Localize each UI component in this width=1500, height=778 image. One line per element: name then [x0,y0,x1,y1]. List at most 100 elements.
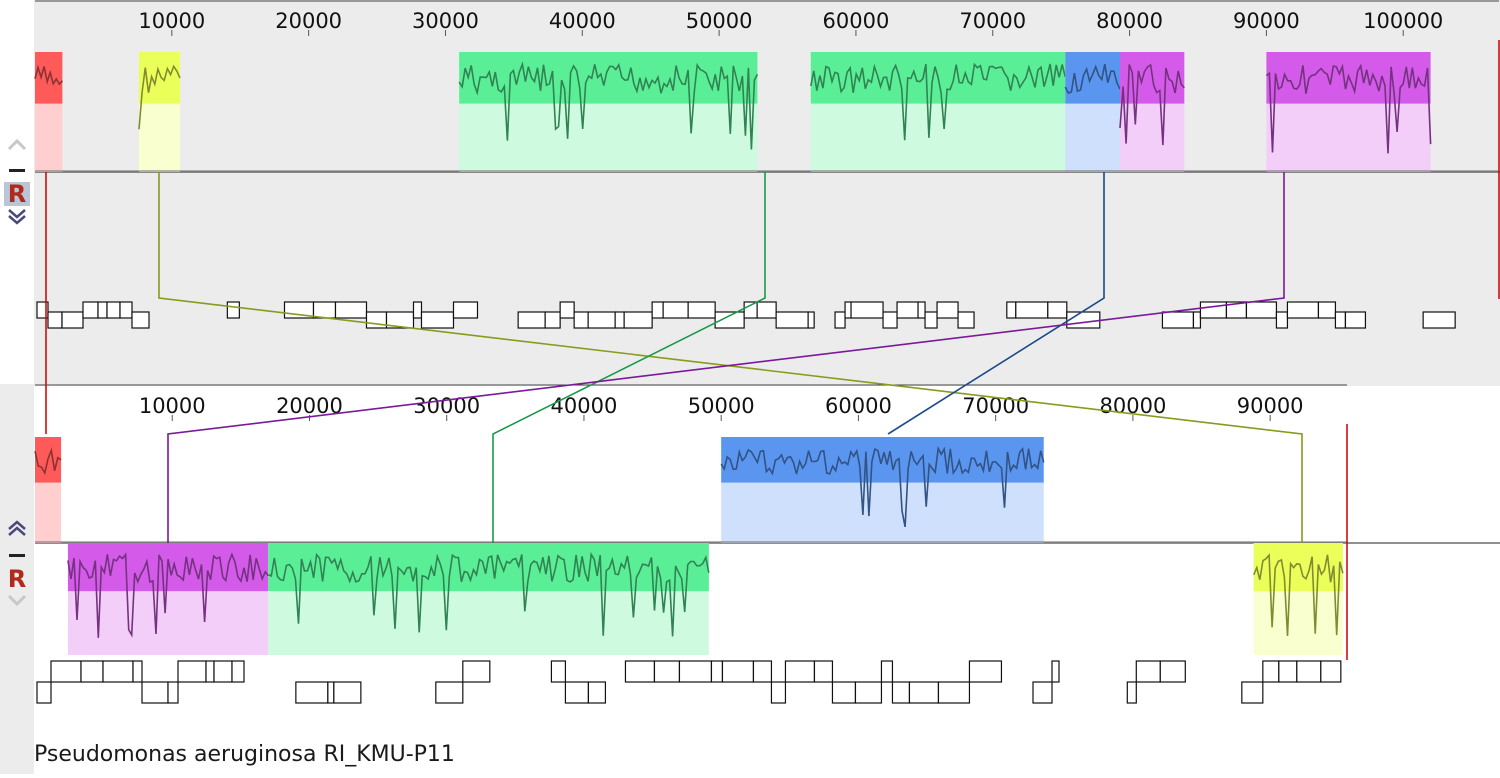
gene-feature[interactable] [141,681,169,704]
gene-feature[interactable] [614,311,625,329]
gene-feature[interactable] [167,681,179,704]
gene-feature[interactable] [687,301,716,319]
gene-feature[interactable] [1051,660,1060,683]
gene-feature[interactable] [1066,311,1101,329]
gene-feature[interactable] [834,311,846,329]
gene-feature[interactable] [917,301,926,319]
gene-feature[interactable] [714,311,745,329]
gene-feature[interactable] [365,311,388,329]
gene-feature[interactable] [1286,301,1320,319]
reference-toggle-button[interactable]: R [4,182,30,206]
gene-feature[interactable] [1278,660,1298,683]
gene-feature[interactable] [334,301,368,319]
gene-feature[interactable] [412,301,423,319]
lcb-block-green[interactable] [458,52,759,172]
gene-feature[interactable] [896,301,919,319]
gene-feature[interactable] [1015,301,1049,319]
gene-feature[interactable] [653,660,681,683]
gene-feature[interactable] [1344,311,1367,329]
gene-feature[interactable] [1047,301,1068,319]
gene-feature[interactable] [564,681,590,704]
gene-feature[interactable] [177,660,207,683]
lcb-block-blue[interactable] [1064,52,1121,172]
gene-feature[interactable] [623,311,653,329]
gene-feature[interactable] [1262,660,1280,683]
gene-feature[interactable] [36,681,52,704]
gene-feature[interactable] [624,660,656,683]
gene-feature[interactable] [908,681,940,704]
gene-feature[interactable] [132,660,143,683]
gene-feature[interactable] [813,660,834,683]
gene-feature[interactable] [435,681,464,704]
lcb-block-green[interactable] [810,52,1067,172]
lcb-block-red[interactable] [34,437,62,543]
gene-feature[interactable] [678,660,713,683]
gene-feature[interactable] [1317,301,1337,319]
gene-feature[interactable] [226,301,240,319]
hide-genome-button[interactable] [4,543,30,567]
gene-feature[interactable] [968,660,1003,683]
lcb-block-yellow[interactable] [1252,543,1344,655]
gene-feature[interactable] [936,301,959,319]
gene-feature[interactable] [80,660,104,683]
lcb-block-yellow[interactable] [138,52,181,172]
gene-feature[interactable] [327,681,335,704]
gene-feature[interactable] [807,311,815,329]
gene-feature[interactable] [710,660,724,683]
lcb-block-purple[interactable] [1119,52,1185,172]
gene-feature[interactable] [106,301,121,319]
gene-feature[interactable] [775,311,809,329]
gene-feature[interactable] [1159,660,1186,683]
gene-feature[interactable] [937,681,971,704]
move-down-button[interactable] [4,591,30,615]
gene-feature[interactable] [957,311,975,329]
gene-feature[interactable] [102,660,134,683]
lcb-block-purple[interactable] [67,543,269,655]
gene-feature[interactable] [213,660,233,683]
gene-feature[interactable] [1006,301,1017,319]
gene-feature[interactable] [1275,311,1289,329]
gene-feature[interactable] [1161,311,1195,329]
gene-feature[interactable] [1422,311,1456,329]
move-up-button[interactable] [4,134,30,158]
gene-feature[interactable] [1245,301,1278,319]
gene-feature[interactable] [1135,660,1161,683]
gene-feature[interactable] [587,311,616,329]
gene-feature[interactable] [517,311,546,329]
gene-feature[interactable] [420,311,455,329]
gene-feature[interactable] [573,311,589,329]
gene-feature[interactable] [1296,660,1322,683]
gene-feature[interactable] [784,660,816,683]
gene-feature[interactable] [752,660,773,683]
reference-toggle-button[interactable]: R [7,565,27,593]
gene-feature[interactable] [1334,311,1347,329]
gene-feature[interactable] [1241,681,1264,704]
move-up-button[interactable] [4,519,30,543]
gene-feature[interactable] [61,311,84,329]
lcb-block-green[interactable] [268,543,710,655]
lcb-block-blue[interactable] [720,437,1045,543]
gene-feature[interactable] [312,301,337,319]
gene-feature[interactable] [587,681,607,704]
gene-feature[interactable] [1032,681,1053,704]
gene-feature[interactable] [1320,660,1342,683]
lcb-block-purple[interactable] [1265,52,1432,172]
gene-feature[interactable] [882,311,898,329]
gene-feature[interactable] [36,301,49,319]
gene-feature[interactable] [844,301,852,319]
gene-feature[interactable] [662,301,689,319]
gene-feature[interactable] [1199,301,1228,319]
gene-feature[interactable] [205,660,215,683]
gene-feature[interactable] [924,311,938,329]
gene-feature[interactable] [880,660,894,683]
gene-feature[interactable] [1126,681,1137,704]
gene-feature[interactable] [559,301,575,319]
gene-feature[interactable] [1192,311,1202,329]
gene-feature[interactable] [831,681,857,704]
gene-feature[interactable] [550,660,567,683]
gene-feature[interactable] [231,660,245,683]
gene-feature[interactable] [47,311,63,329]
move-down-button[interactable] [4,206,30,230]
gene-feature[interactable] [850,301,884,319]
gene-feature[interactable] [50,660,82,683]
